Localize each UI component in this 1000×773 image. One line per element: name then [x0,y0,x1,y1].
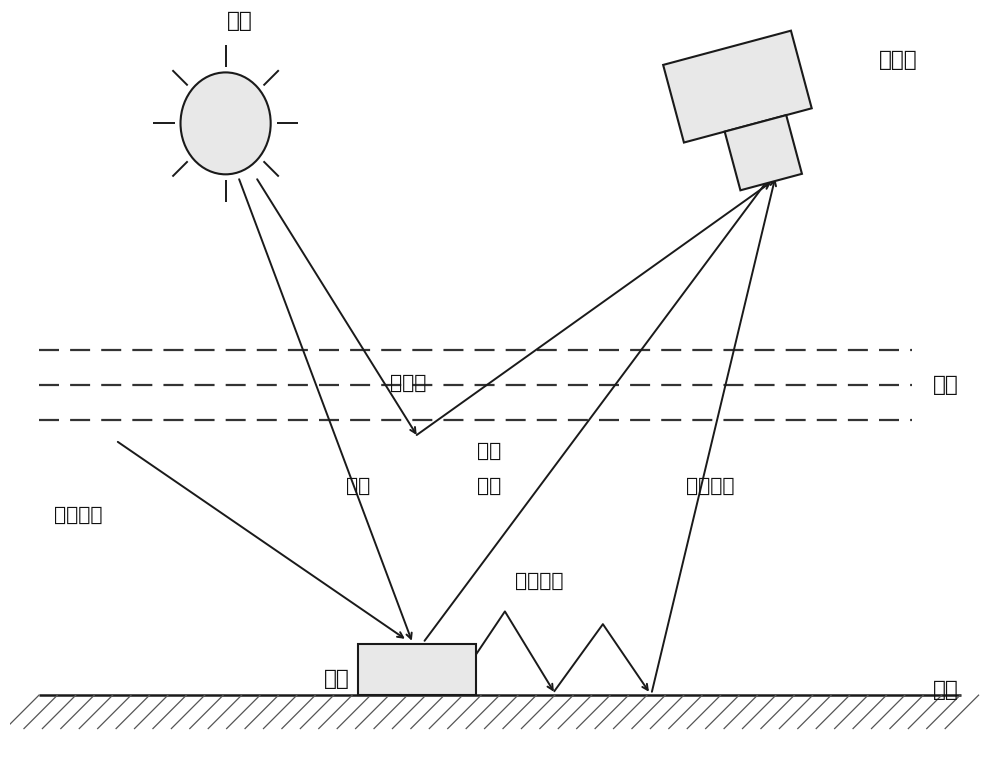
Bar [725,115,802,190]
Bar [358,644,476,695]
Text: 直射: 直射 [346,476,370,495]
Text: 地面: 地面 [933,679,959,700]
Text: 遥感器: 遥感器 [879,49,918,70]
Text: 地气耦合: 地气耦合 [515,571,563,591]
Text: 天空漫射: 天空漫射 [54,506,103,525]
Bar [663,31,812,142]
Ellipse shape [181,73,271,175]
Text: 反射: 反射 [477,476,502,495]
Text: 太阳: 太阳 [227,12,253,31]
Text: 环境反射: 环境反射 [686,476,735,495]
Text: 程辐射: 程辐射 [390,373,427,393]
Text: 目标: 目标 [324,669,350,689]
Text: 目标: 目标 [477,442,502,461]
Text: 大气: 大气 [933,375,959,395]
